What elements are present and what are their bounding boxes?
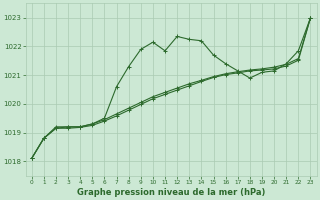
X-axis label: Graphe pression niveau de la mer (hPa): Graphe pression niveau de la mer (hPa) [77,188,265,197]
